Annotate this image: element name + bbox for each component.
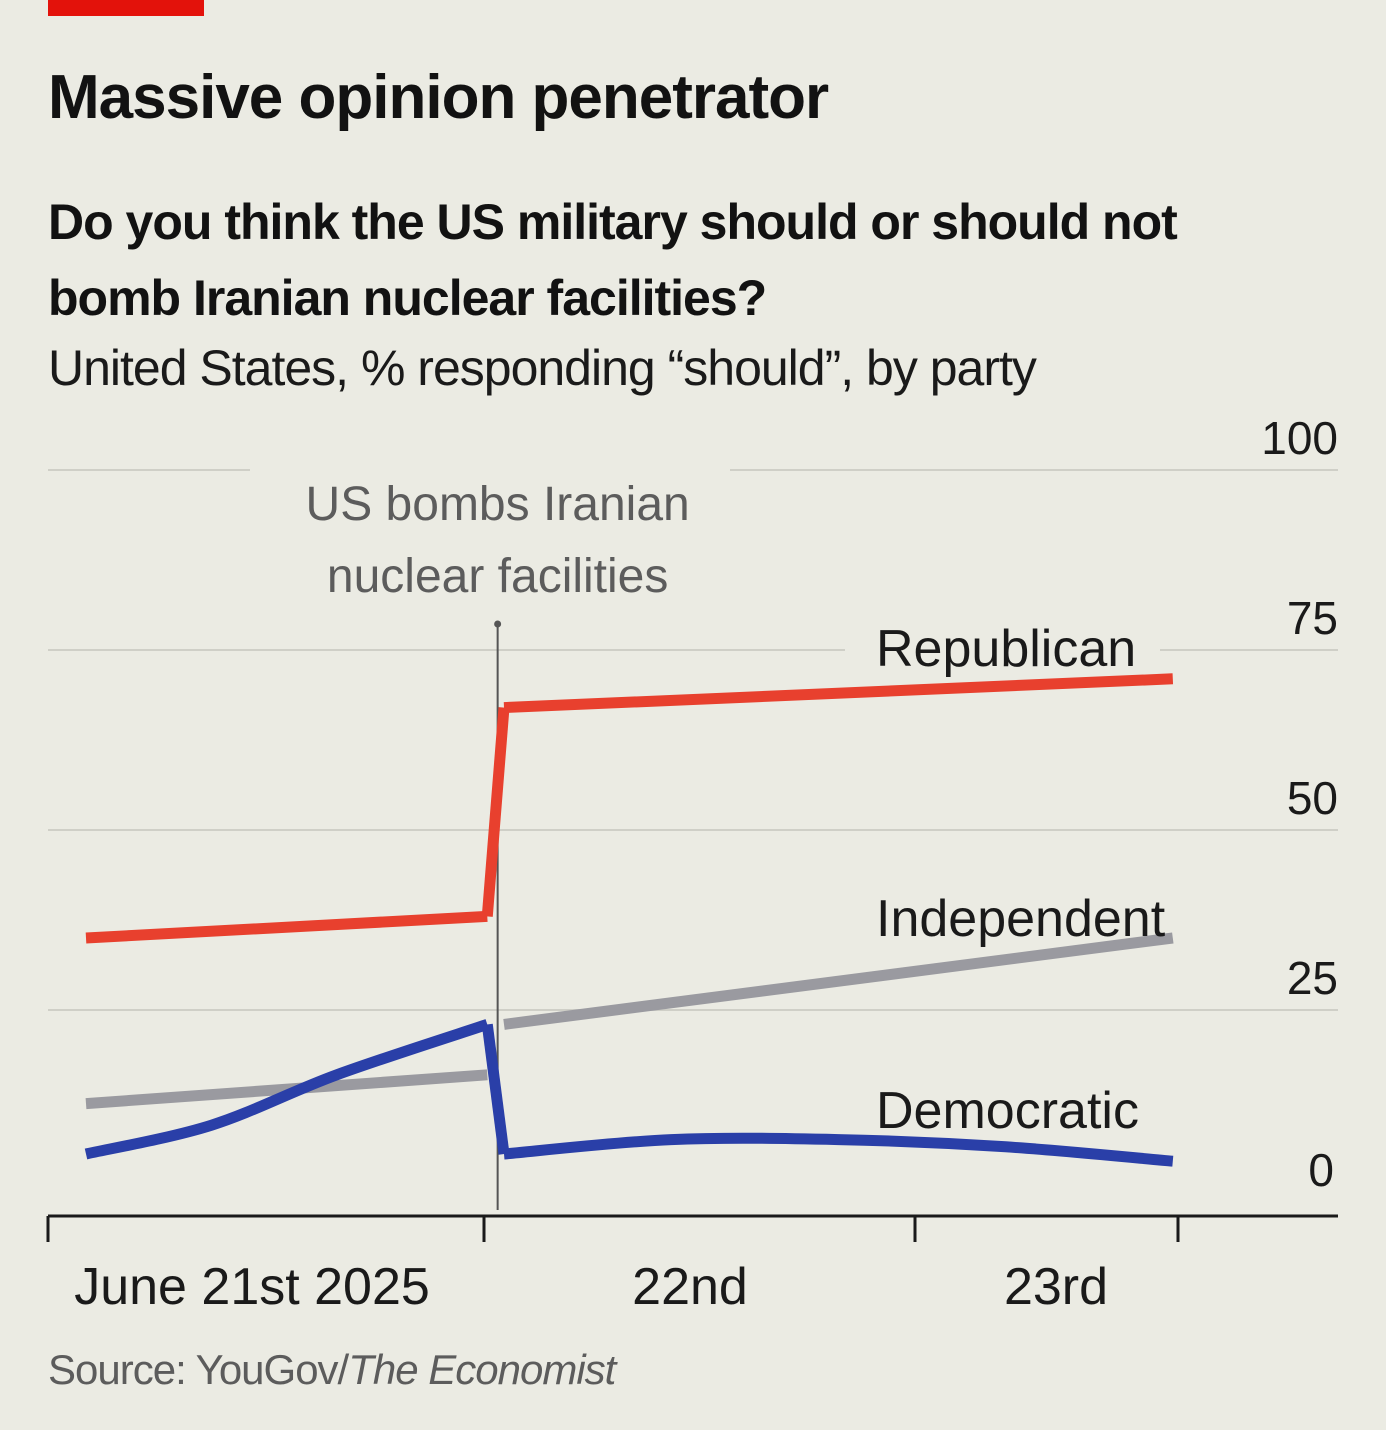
x-tick-label-3: 23rd [1004,1258,1108,1316]
y-axis-ticks: 25 50 75 100 0 [1261,412,1338,1196]
gridlines [48,469,1338,1011]
chart-title: Massive opinion penetrator [48,63,829,132]
series-lines [84,673,1174,1167]
y-tick-label-25: 25 [1287,952,1338,1004]
independent-series-label: Independent [876,890,1166,948]
x-tick-label-1: June 21st 2025 [74,1258,430,1316]
annotation-label-line-1: US bombs Iranian [306,478,690,531]
republican-line-segment-3 [503,673,1174,714]
democratic-series-label: Democratic [876,1082,1139,1140]
x-axis: June 21st 2025 22nd 23rd [46,1214,1338,1316]
y-tick-label-75: 75 [1287,592,1338,644]
annotation-dot [494,620,502,628]
series-labels: Republican Independent Democratic [876,620,1166,1140]
event-annotation: US bombs Iranian nuclear facilities [306,478,690,1210]
y-tick-label-0: 0 [1308,1144,1334,1196]
independent-line-segment-2 [503,932,1174,1030]
source-publication: The Economist [348,1346,616,1393]
y-tick-label-100: 100 [1261,412,1338,464]
democratic-line-segment-3 [503,1132,1174,1167]
x-tick-label-2: 22nd [632,1258,748,1316]
brand-tag [48,0,204,16]
republican-line-segment-1 [85,910,488,944]
source-note: Source: YouGov/The Economist [48,1346,616,1394]
chart-subtitle: Do you think the US military should or s… [48,194,1178,326]
source-prefix: Source: YouGov/ [48,1346,349,1393]
republican-line-segment-2 [481,707,510,917]
independent-line-segment-1 [85,1069,488,1110]
democratic-line-segment-2 [481,1023,510,1155]
annotation-label-line-2: nuclear facilities [327,550,668,603]
democratic-line-segment-1 [84,1019,490,1160]
y-tick-label-50: 50 [1287,772,1338,824]
chart-description: United States, % responding “should”, by… [48,340,1037,396]
republican-series-label: Republican [876,620,1136,678]
